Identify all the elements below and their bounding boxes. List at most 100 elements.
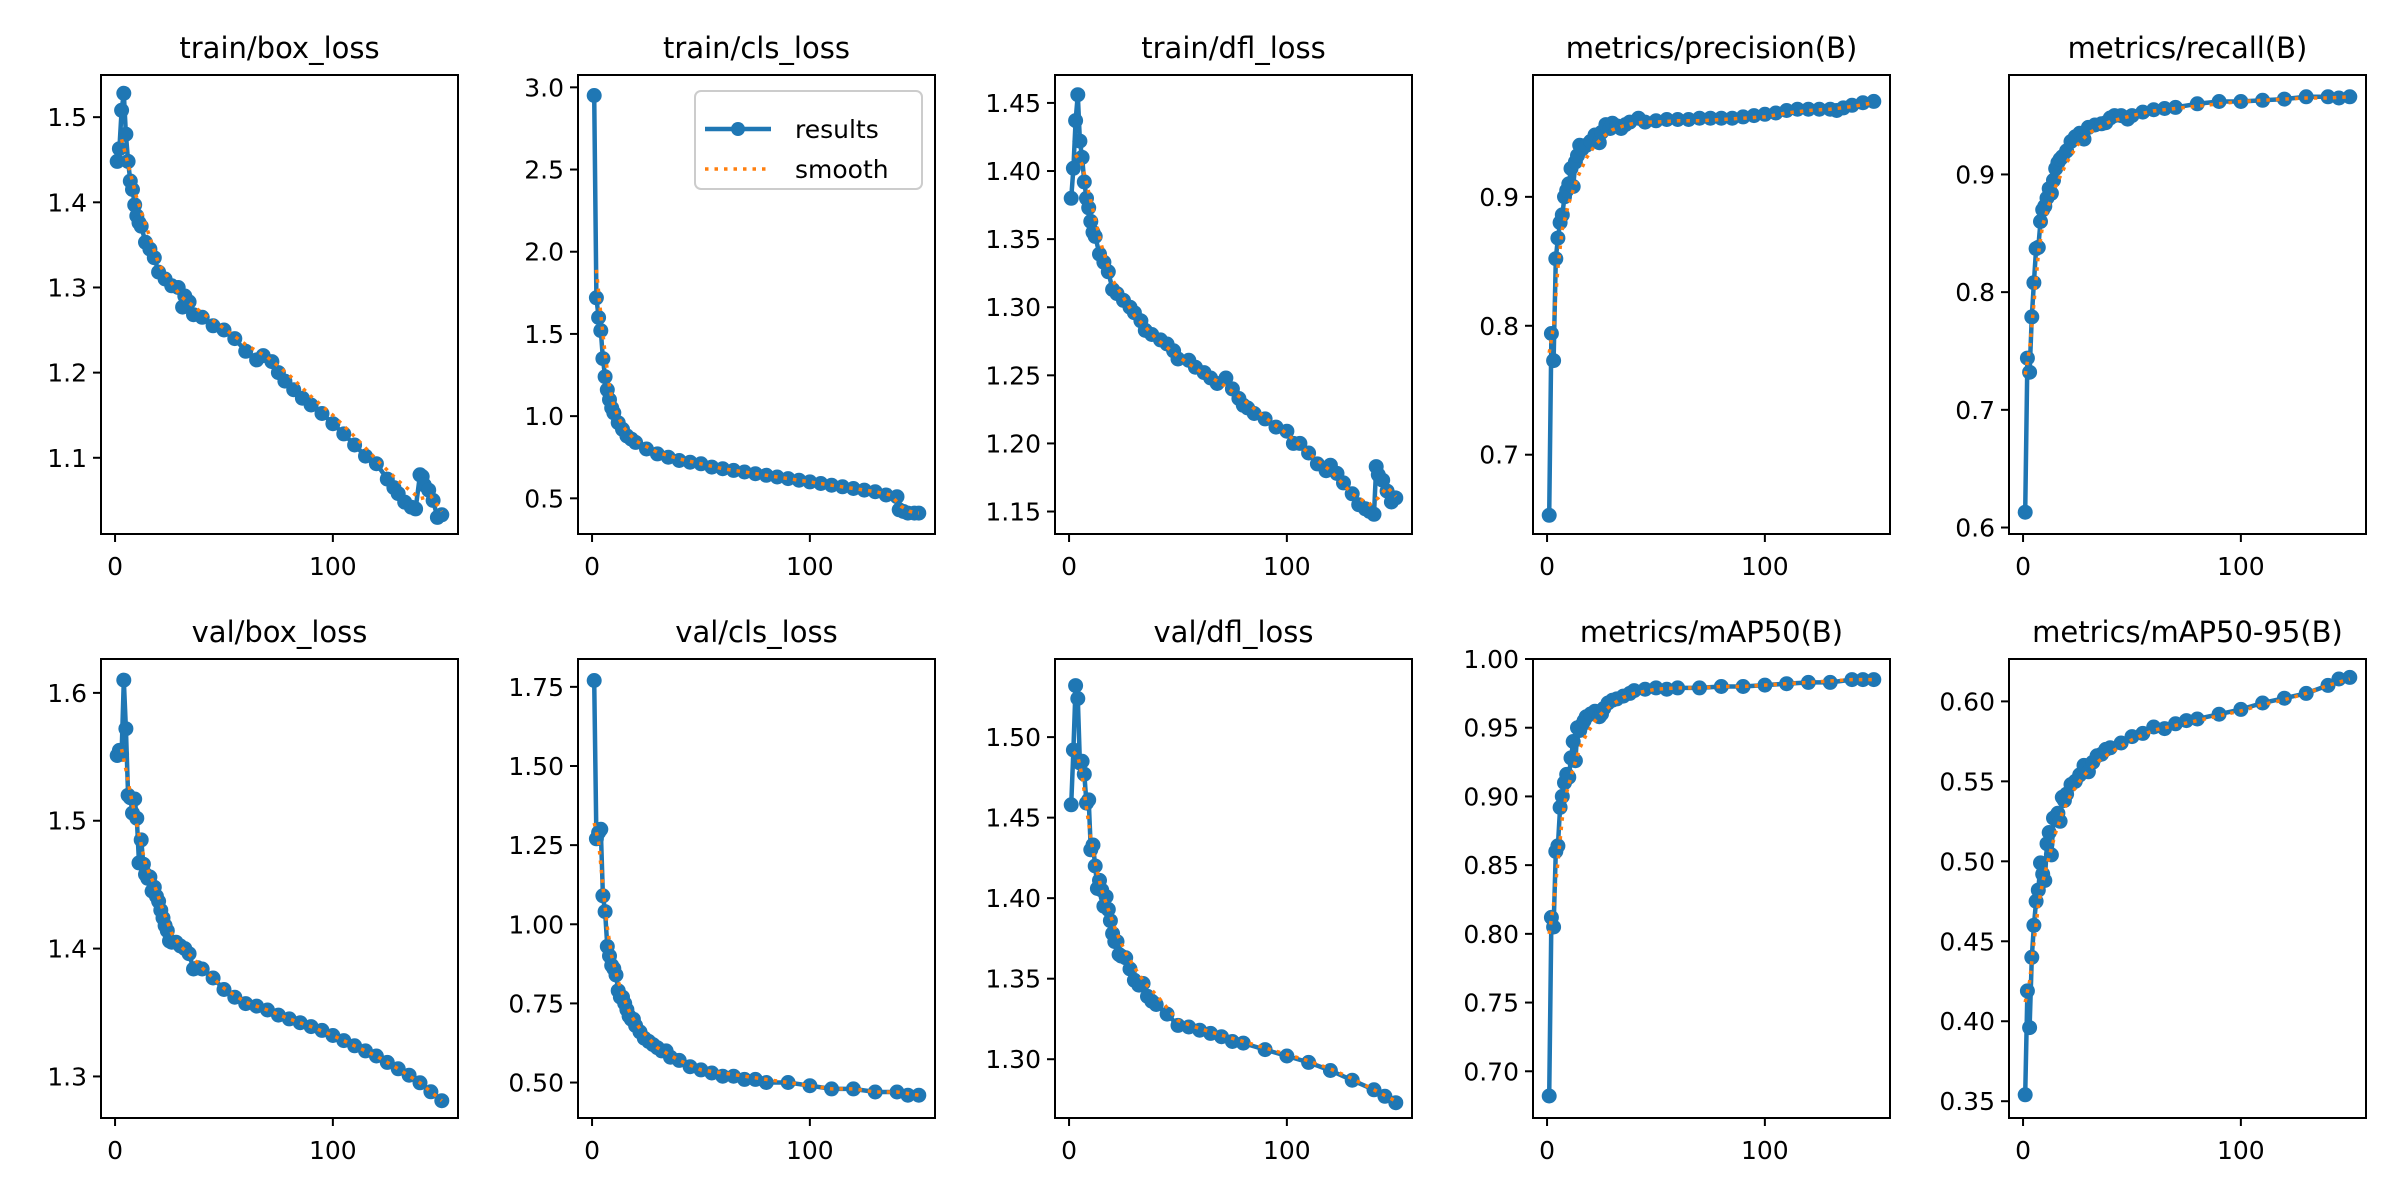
results-point (1567, 753, 1583, 769)
results-point (586, 673, 602, 688)
x-tick-label: 100 (1741, 552, 1789, 581)
results-point (1068, 678, 1084, 694)
results-point (1122, 961, 1138, 977)
results-point (1076, 174, 1092, 190)
subplot-metrics-map50-95-b: metrics/mAP50-95(B) 0 100 0.35 0.40 0.45 0.50 0… (1939, 615, 2367, 1165)
y-tick-label: 0.80 (1463, 920, 1519, 949)
results-point (628, 434, 644, 450)
axes-frame (577, 74, 936, 535)
y-tick-label: 1.25 (508, 831, 564, 860)
y-tick-label: 1.40 (985, 884, 1041, 913)
results-point (2342, 89, 2358, 105)
plot-area (109, 85, 450, 525)
subplot-title: val/box_loss (192, 615, 368, 649)
results-line (114, 91, 443, 520)
x-tick-label: 100 (786, 1136, 834, 1165)
y-tick-label: 1.45 (985, 89, 1041, 118)
results-point (2113, 735, 2129, 751)
results-point (1159, 1006, 1175, 1022)
results-point (1235, 1035, 1251, 1051)
y-tick-label: 0.75 (1463, 989, 1519, 1018)
smooth-line (592, 822, 920, 1097)
x-tick-label: 0 (1061, 552, 1077, 581)
y-tick-label: 1.15 (985, 498, 1041, 527)
axes-frame (577, 658, 936, 1119)
axes-frame (1532, 658, 1891, 1119)
y-tick-label: 1.2 (47, 359, 87, 388)
axes-frame (2008, 74, 2367, 535)
results-point (2320, 677, 2336, 693)
plot-area (109, 672, 450, 1109)
subplot-metrics-recall-b: metrics/recall(B) 0 100 0.6 0.7 0.8 0.9 (1955, 31, 2367, 581)
x-tick-label: 100 (2217, 1136, 2265, 1165)
results-point (1546, 353, 1562, 369)
y-tick-label: 0.35 (1939, 1087, 1995, 1116)
y-tick-label: 1.6 (47, 679, 87, 708)
results-point (1637, 114, 1653, 130)
y-tick-label: 1.00 (508, 910, 564, 939)
y-tick-label: 1.35 (985, 965, 1041, 994)
legend-results-marker (731, 122, 745, 136)
subplot-train-cls-loss: train/cls_loss 0 100 0.5 1.0 1.5 2.0 2.5 3.0 resu… (524, 31, 936, 581)
subplot-val-cls-loss: val/cls_loss 0 100 0.50 0.75 1.00 1.25 1.50 1.75 (508, 615, 936, 1165)
smooth-line (1547, 100, 1875, 354)
y-tick-label: 1.5 (47, 807, 87, 836)
results-point (911, 1087, 927, 1103)
results-point (2022, 364, 2038, 380)
results-point (1626, 683, 1642, 699)
results-point (1866, 672, 1882, 688)
results-point (2076, 131, 2092, 147)
y-tick-label: 1.3 (47, 273, 87, 302)
x-tick-label: 0 (1539, 1136, 1555, 1165)
y-tick-label: 1.40 (985, 157, 1041, 186)
results-point (2276, 690, 2292, 706)
smooth-line (2023, 677, 2351, 1003)
results-point (1822, 674, 1838, 690)
results-point (2041, 825, 2057, 840)
results-point (595, 888, 611, 904)
plot-area (2017, 89, 2358, 520)
subplot-metrics-map50-b: metrics/mAP50(B) 0 100 0.70 0.75 0.80 0.85 0.90… (1463, 615, 1891, 1165)
y-tick-label: 2.0 (524, 238, 564, 267)
results-point (588, 290, 604, 306)
results-point (205, 970, 221, 986)
results-point (845, 1081, 861, 1097)
smooth-line (1072, 750, 1397, 1103)
y-tick-label: 1.5 (47, 103, 87, 132)
results-point (109, 153, 125, 169)
results-point (1279, 423, 1295, 439)
results-line (115, 677, 444, 1103)
results-point (1344, 486, 1360, 502)
results-point (597, 904, 613, 920)
subplot-train-dfl-loss: train/dfl_loss 0 100 1.15 1.20 1.25 1.30 1.35 1.… (985, 31, 1413, 581)
plot-area (1541, 93, 1882, 523)
axes-frame (100, 658, 459, 1119)
plot-area (1063, 678, 1404, 1111)
x-tick-label: 0 (2015, 552, 2031, 581)
y-tick-label: 1.30 (985, 293, 1041, 322)
plot-area (586, 88, 927, 521)
y-tick-label: 1.00 (1463, 645, 1519, 674)
results-point (2037, 873, 2053, 888)
results-point (2320, 89, 2336, 105)
results-point (2211, 94, 2227, 109)
smooth-line (1074, 153, 1398, 507)
results-point (118, 721, 134, 737)
results-point (1735, 679, 1751, 694)
subplot-title: train/cls_loss (663, 31, 850, 65)
smooth-line (2023, 95, 2350, 375)
results-point (1565, 734, 1581, 749)
results-point (227, 331, 243, 347)
results-point (1548, 251, 1564, 267)
y-tick-label: 0.85 (1463, 851, 1519, 880)
results-point (1102, 913, 1118, 929)
results-point (595, 351, 611, 367)
results-point (2046, 172, 2061, 188)
x-tick-label: 0 (584, 1136, 600, 1165)
results-point (593, 323, 609, 339)
y-tick-label: 0.7 (1479, 441, 1519, 470)
x-tick-label: 100 (2217, 552, 2265, 581)
smooth-line (119, 138, 444, 513)
y-tick-label: 1.4 (47, 935, 87, 964)
results-point (1063, 190, 1079, 206)
